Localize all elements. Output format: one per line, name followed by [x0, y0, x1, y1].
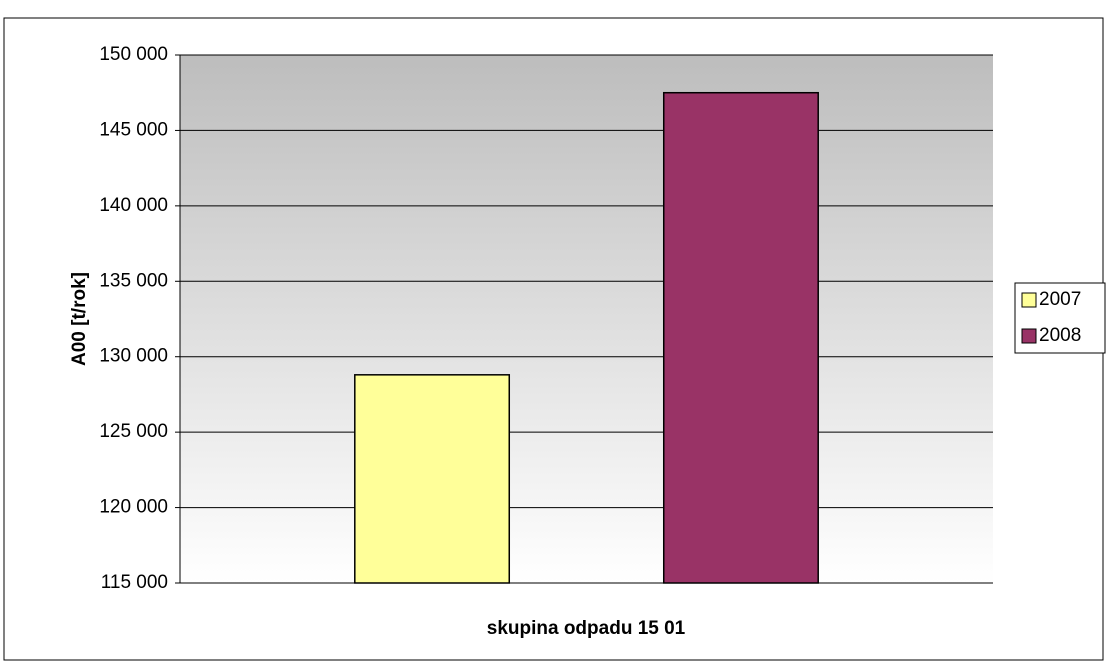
y-tick-label: 140 000	[99, 195, 168, 216]
bar	[662, 91, 819, 584]
legend-label: 2008	[1039, 325, 1081, 346]
bar	[354, 374, 511, 584]
legend-label: 2007	[1039, 289, 1081, 310]
y-tick-label: 115 000	[101, 572, 168, 593]
plot-area	[180, 55, 993, 583]
y-tick-label: 150 000	[99, 44, 168, 65]
y-axis-label: A00 [t/rok]	[69, 272, 90, 366]
y-tick-label: 135 000	[99, 270, 168, 291]
y-tick-label: 145 000	[99, 119, 168, 140]
legend-swatch	[1021, 292, 1037, 308]
x-axis-label: skupina odpadu 15 01	[487, 618, 686, 639]
legend-swatch	[1021, 328, 1037, 344]
y-tick-label: 130 000	[99, 346, 168, 367]
y-tick-label: 120 000	[99, 497, 168, 518]
y-tick-label: 125 000	[99, 421, 168, 442]
